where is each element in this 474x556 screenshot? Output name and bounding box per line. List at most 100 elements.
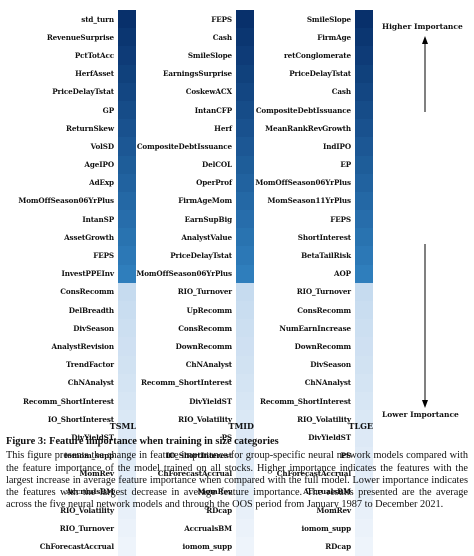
feature-row: DownRecomm — [237, 337, 379, 356]
feature-label: Recomm_ShortInterest — [140, 378, 232, 388]
feature-row: Recomm_ShortInterest — [0, 391, 142, 411]
feature-label: Recomm_ShortInterest — [22, 396, 114, 406]
feature-label: EP — [340, 160, 351, 170]
feature-label: FEPS — [93, 251, 114, 261]
column-name-tsml: TSML — [109, 421, 136, 431]
feature-row: IO_ShortInterest — [0, 410, 142, 429]
heatmap-cell — [118, 264, 136, 283]
feature-row: PS — [118, 428, 260, 447]
feature-row: ConsRecomm — [118, 319, 260, 338]
feature-row: PriceDelayTstat — [118, 246, 260, 265]
feature-row: MomOffSeason06YrPlus — [237, 173, 379, 192]
heatmap-cell — [236, 301, 254, 320]
feature-label: MomRev — [79, 469, 115, 479]
feature-label: ReturnSkew — [65, 123, 114, 133]
feature-label: EarnSupBig — [184, 214, 233, 224]
feature-label: ChNAnalyst — [67, 378, 114, 388]
feature-row: AssetGrowth — [0, 228, 142, 247]
feature-label: AgeIPO — [84, 160, 114, 170]
feature-row: iomom_supp — [237, 519, 379, 538]
feature-label: retConglomerate — [284, 50, 351, 60]
heatmap-cell — [236, 46, 254, 65]
feature-label: Cash — [212, 32, 232, 42]
feature-row: RDcap — [237, 537, 379, 556]
heatmap-cell — [355, 391, 373, 411]
feature-label: RIO_Turnover — [59, 523, 114, 533]
heatmap-cell — [236, 210, 254, 229]
heatmap-cell — [118, 319, 136, 338]
feature-label: RIO_Volatility — [178, 414, 232, 424]
heatmap-cell — [236, 119, 254, 138]
feature-label: ChForecastAccrual — [276, 469, 351, 479]
heatmap-cell — [236, 228, 254, 247]
feature-row: AgeIPO — [0, 155, 142, 174]
feature-row: SmileSlope — [118, 46, 260, 65]
feature-row: MomOffSeason06YrPlus — [0, 191, 142, 211]
feature-row: SmileSlope — [237, 10, 379, 29]
feature-row: AOP — [237, 264, 379, 283]
feature-row: VolSD — [0, 137, 142, 156]
feature-row: RDcap — [118, 501, 260, 520]
heatmap-cell — [355, 46, 373, 65]
feature-label: iomom_supp — [64, 451, 115, 461]
heatmap-cell — [355, 373, 373, 393]
heatmap-cell — [118, 373, 136, 393]
feature-label: IntanSP — [82, 214, 114, 224]
feature-label: MomRev — [197, 487, 233, 497]
heatmap-cell — [236, 519, 254, 538]
heatmap-cell — [236, 482, 254, 502]
heatmap-cell — [236, 82, 254, 102]
feature-row: ShortInterest — [237, 228, 379, 247]
heatmap-cell — [236, 246, 254, 265]
feature-label: InvestPPEInv — [61, 269, 114, 279]
heatmap-cell — [355, 10, 373, 29]
heatmap-cell — [355, 355, 373, 374]
feature-row: HerfAsset — [0, 64, 142, 83]
feature-label: OperProf — [196, 178, 232, 188]
heatmap-cell — [236, 373, 254, 393]
heatmap-cell — [355, 228, 373, 247]
heatmap-cell — [355, 519, 373, 538]
heatmap-cell — [355, 28, 373, 47]
heatmap-cell — [236, 100, 254, 120]
heatmap-cell — [236, 137, 254, 156]
heatmap-cell — [118, 10, 136, 29]
heatmap-cell — [118, 301, 136, 320]
heatmap-cell — [118, 210, 136, 229]
feature-label: PriceDelayTstat — [52, 87, 114, 97]
heatmap-cell — [118, 337, 136, 356]
feature-label: ConsRecomm — [60, 287, 114, 297]
feature-label: RIO_Volatility — [60, 505, 114, 515]
heatmap-cell — [236, 282, 254, 302]
feature-label: FEPS — [211, 14, 232, 24]
feature-row: Recomm_ShortInterest — [237, 391, 379, 411]
feature-row: AccrualsBM — [118, 519, 260, 538]
feature-label: std_turn — [81, 14, 114, 24]
feature-row: MomRev — [237, 501, 379, 520]
feature-row: ChNAnalyst — [118, 355, 260, 374]
feature-row: ConsRecomm — [0, 282, 142, 302]
heatmap-cell — [236, 28, 254, 47]
feature-label: MomOffSeason06YrPlus — [18, 196, 114, 206]
heatmap-cell — [118, 391, 136, 411]
feature-row: IntanCFP — [118, 100, 260, 120]
heatmap-cell — [355, 100, 373, 120]
heatmap-cell — [355, 246, 373, 265]
feature-label: AssetGrowth — [64, 232, 114, 242]
feature-label: ChForecastAccrual — [39, 542, 114, 552]
heatmap-cell — [118, 482, 136, 502]
heatmap-cell — [118, 464, 136, 483]
heatmap-cell — [236, 264, 254, 283]
heatmap-cell — [118, 46, 136, 65]
feature-label: IndIPO — [322, 141, 351, 151]
feature-row: MeanRankRevGrowth — [237, 119, 379, 138]
feature-label: PctTotAcc — [74, 50, 114, 60]
feature-label: iomom_supp — [301, 523, 352, 533]
feature-row: InvestPPEInv — [0, 264, 142, 283]
heatmap-cell — [355, 210, 373, 229]
feature-row: UpRecomm — [118, 301, 260, 320]
lower-importance-label: Lower Importance — [382, 410, 459, 419]
feature-row: EP — [237, 155, 379, 174]
feature-row: DivYieldST — [0, 428, 142, 447]
column-name-tmid: TMID — [228, 421, 255, 431]
